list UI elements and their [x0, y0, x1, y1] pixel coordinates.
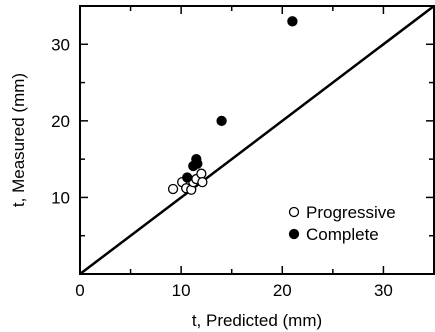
progressive-point	[197, 176, 208, 188]
complete-point	[216, 115, 227, 127]
x-tick-label: 10	[172, 281, 191, 300]
y-tick-label: 30	[51, 35, 70, 54]
plot-frame	[79, 5, 435, 275]
progressive-point	[167, 183, 179, 195]
plot-area: 0 10 20 30 10 20 30 Progressive Complete	[51, 5, 435, 300]
y-tick-label: 20	[51, 112, 70, 131]
x-tick-label: 30	[374, 281, 393, 300]
complete-point	[192, 158, 203, 169]
legend-marker-progressive	[288, 206, 300, 218]
progressive-point	[196, 168, 207, 179]
x-tick-label: 20	[273, 281, 292, 300]
x-axis-label: t, Predicted (mm)	[192, 311, 322, 330]
complete-point	[287, 16, 298, 27]
legend-label-complete: Complete	[306, 225, 379, 244]
legend-marker-complete	[288, 228, 300, 240]
y-axis-label: t, Measured (mm)	[9, 73, 28, 207]
complete-point	[182, 172, 193, 183]
legend-label-progressive: Progressive	[306, 203, 396, 222]
x-tick-label: 0	[75, 281, 84, 300]
y-tick-label: 10	[51, 188, 70, 207]
reference-line-y-equals-x	[79, 5, 435, 275]
